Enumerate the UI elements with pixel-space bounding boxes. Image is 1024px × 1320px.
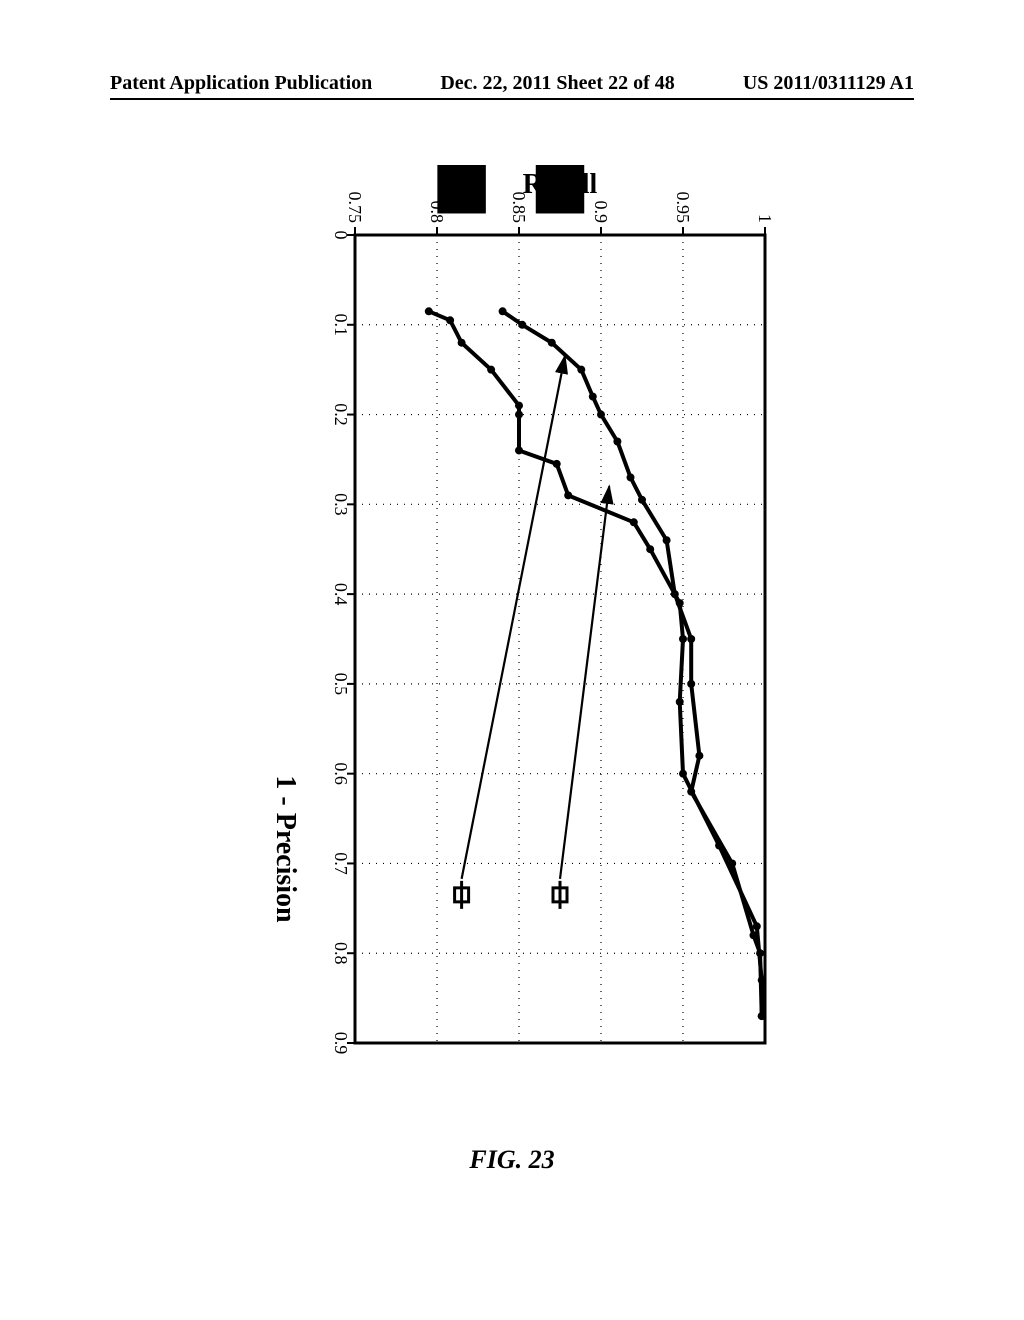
svg-text:0.7: 0.7: [331, 852, 351, 875]
svg-text:1: 1: [755, 214, 775, 223]
header-center: Dec. 22, 2011 Sheet 22 of 48: [440, 72, 674, 95]
curve-top: [503, 311, 762, 1016]
svg-text:0.8: 0.8: [331, 942, 351, 965]
svg-text:0.5: 0.5: [331, 673, 351, 696]
header-rule: [110, 98, 914, 100]
curve-bottom: [429, 311, 762, 1016]
svg-text:0.2: 0.2: [331, 403, 351, 426]
svg-text:1 - Precision: 1 - Precision: [270, 775, 301, 923]
recall-precision-chart: 0.750.80.850.90.95100.10.20.30.40.50.60.…: [240, 165, 780, 1125]
svg-text:0.1: 0.1: [331, 314, 351, 337]
svg-text:0.75: 0.75: [345, 192, 365, 224]
chart-svg: 0.750.80.850.90.95100.10.20.30.40.50.60.…: [240, 165, 780, 1125]
svg-text:0: 0: [331, 231, 351, 240]
svg-text:0.3: 0.3: [331, 493, 351, 516]
header-right: US 2011/0311129 A1: [743, 72, 914, 95]
svg-text:0.9: 0.9: [591, 201, 611, 224]
svg-text:0.4: 0.4: [331, 583, 351, 606]
svg-text:0.6: 0.6: [331, 762, 351, 785]
header-left: Patent Application Publication: [110, 72, 372, 95]
figure-caption: FIG. 23: [0, 1145, 1024, 1175]
svg-text:0.95: 0.95: [673, 192, 693, 224]
svg-text:0.9: 0.9: [331, 1032, 351, 1055]
page-header: Patent Application Publication Dec. 22, …: [0, 72, 1024, 95]
